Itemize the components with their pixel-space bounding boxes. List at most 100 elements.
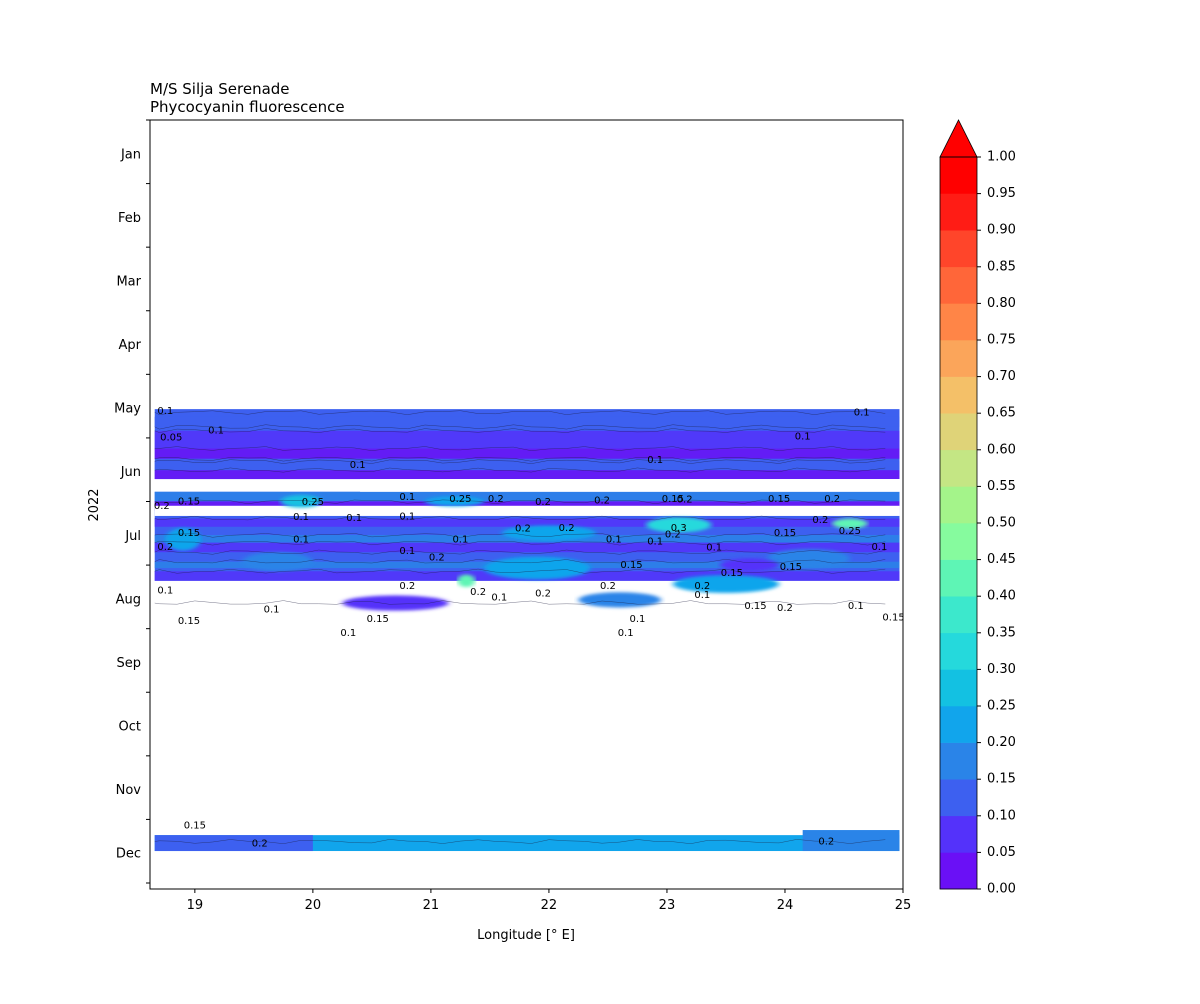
y-tick-label: Jan bbox=[120, 147, 141, 162]
contour-line bbox=[154, 600, 886, 605]
data-stripe bbox=[154, 470, 900, 480]
contour-label: 0.1 bbox=[208, 426, 224, 437]
contour-label: 0.05 bbox=[160, 433, 182, 444]
contour-label: 0.1 bbox=[293, 534, 309, 545]
contour-label: 0.15 bbox=[184, 821, 206, 832]
contour-label: 0.2 bbox=[600, 581, 616, 592]
contour-label: 0.1 bbox=[871, 542, 887, 553]
colorbar-tick-label: 0.25 bbox=[987, 699, 1016, 714]
colorbar-segment bbox=[940, 706, 977, 743]
contour-line bbox=[154, 839, 886, 844]
data-highlight bbox=[457, 574, 476, 588]
contour-label: 0.15 bbox=[721, 568, 743, 579]
contour-label: 0.15 bbox=[178, 496, 200, 507]
contour-line bbox=[154, 558, 886, 564]
contour-label: 0.1 bbox=[795, 431, 811, 442]
contour-label: 0.2 bbox=[429, 552, 445, 563]
contour-label: 0.2 bbox=[252, 838, 268, 849]
colorbar-segment bbox=[940, 449, 977, 487]
contour-labels: 0.1 0.10.10.05 0.10.1 0.10.150.2 0.25 0.1 0.25… bbox=[154, 406, 904, 849]
data-highlight bbox=[242, 552, 313, 572]
contour-label: 0.2 bbox=[824, 494, 840, 505]
colorbar-segment bbox=[940, 669, 977, 707]
contour-label: 0.15 bbox=[774, 528, 796, 539]
contour-label: 0.3 bbox=[671, 523, 687, 534]
contour-label: 0.2 bbox=[535, 497, 551, 508]
contour-label: 0.15 bbox=[662, 494, 684, 505]
contour-label: 0.2 bbox=[535, 589, 551, 600]
data-stripe bbox=[154, 416, 900, 427]
colorbar-tick-label: 0.15 bbox=[987, 772, 1016, 787]
contour-line bbox=[154, 540, 886, 546]
colorbar-segment bbox=[940, 376, 977, 414]
contour-label: 0.15 bbox=[178, 528, 200, 539]
data-stripe bbox=[154, 491, 900, 502]
data-highlight bbox=[501, 525, 597, 541]
data-highlight bbox=[280, 494, 322, 508]
contour-line bbox=[154, 457, 886, 462]
data-highlight bbox=[424, 496, 485, 507]
contour-label: 0.15 bbox=[882, 613, 904, 624]
contour-label: 0.25 bbox=[449, 494, 471, 505]
contour-line bbox=[154, 459, 886, 464]
y-tick-label: Feb bbox=[118, 211, 141, 226]
contour-label: 0.2 bbox=[154, 501, 170, 512]
contour-label: 0.1 bbox=[706, 543, 722, 554]
colorbar-tick-label: 0.90 bbox=[987, 223, 1016, 238]
y-tick-label: Aug bbox=[116, 592, 141, 607]
contour-label: 0.2 bbox=[665, 529, 681, 540]
contour-lines bbox=[154, 410, 886, 844]
colorbar-tick-label: 0.40 bbox=[987, 589, 1016, 604]
x-axis: 19 20 21 22 23 24 25 bbox=[187, 889, 911, 913]
data-highlight bbox=[767, 549, 850, 569]
contour-label: 0.1 bbox=[399, 492, 415, 503]
x-tick-label: 19 bbox=[187, 898, 204, 913]
colorbar-tick-label: 0.75 bbox=[987, 333, 1016, 348]
contour-label: 0.1 bbox=[346, 513, 362, 524]
x-axis-label: Longitude [° E] bbox=[477, 928, 575, 943]
data-highlight bbox=[720, 558, 780, 572]
y-tick-label: Dec bbox=[116, 847, 141, 862]
contour-label: 0.15 bbox=[620, 560, 642, 571]
colorbar-segment bbox=[940, 486, 977, 524]
colorbar-segment bbox=[940, 523, 977, 560]
colorbar-tick-label: 0.35 bbox=[987, 625, 1016, 640]
colorbar-extend-arrow bbox=[939, 119, 978, 158]
contour-label: 0.1 bbox=[157, 406, 173, 417]
contour-label: 0.2 bbox=[488, 494, 504, 505]
colorbar-segment bbox=[940, 340, 977, 377]
chart-title: M/S Silja Serenade bbox=[150, 80, 290, 98]
data-gap bbox=[154, 505, 900, 516]
plot-area: 0.1 0.10.10.05 0.10.1 0.10.150.2 0.25 0.1 0.25… bbox=[154, 406, 904, 852]
colorbar-segment bbox=[940, 559, 977, 597]
contour-label: 0.2 bbox=[559, 523, 575, 534]
data-stripe bbox=[802, 830, 900, 852]
contour-label: 0.1 bbox=[264, 604, 280, 615]
data-highlight bbox=[578, 592, 662, 608]
contour-label: 0.1 bbox=[157, 585, 173, 596]
x-tick-label: 23 bbox=[659, 898, 676, 913]
contour-label: 0.1 bbox=[340, 628, 356, 639]
colorbar-tick-label: 0.65 bbox=[987, 406, 1016, 421]
contour-label: 0.2 bbox=[515, 524, 531, 535]
colorbar-tick-label: 0.55 bbox=[987, 479, 1016, 494]
y-tick-label: Apr bbox=[119, 338, 142, 353]
colorbar-tick-label: 0.05 bbox=[987, 845, 1016, 860]
colorbar-tick-label: 0.50 bbox=[987, 516, 1016, 531]
data-stripe bbox=[154, 448, 900, 459]
colorbar-segment bbox=[940, 815, 977, 853]
contour-label: 0.2 bbox=[470, 587, 486, 598]
data-highlight bbox=[342, 595, 449, 611]
contour-label: 0.2 bbox=[157, 542, 173, 553]
data-stripe bbox=[154, 542, 900, 553]
colorbar-segment bbox=[940, 742, 977, 780]
y-tick-label: Jul bbox=[124, 529, 141, 544]
y-tick-label: Nov bbox=[116, 783, 142, 798]
plot-frame bbox=[149, 119, 904, 890]
data-stripe bbox=[154, 430, 900, 449]
y-tick-label: Mar bbox=[116, 274, 141, 289]
contour-label: 0.15 bbox=[780, 562, 802, 573]
colorbar: 0.00 0.05 0.10 0.15 0.20 0.25 0.30 0.35 0.40 0.45… bbox=[939, 119, 1016, 897]
chart-subtitle: Phycocyanin fluorescence bbox=[150, 98, 345, 116]
